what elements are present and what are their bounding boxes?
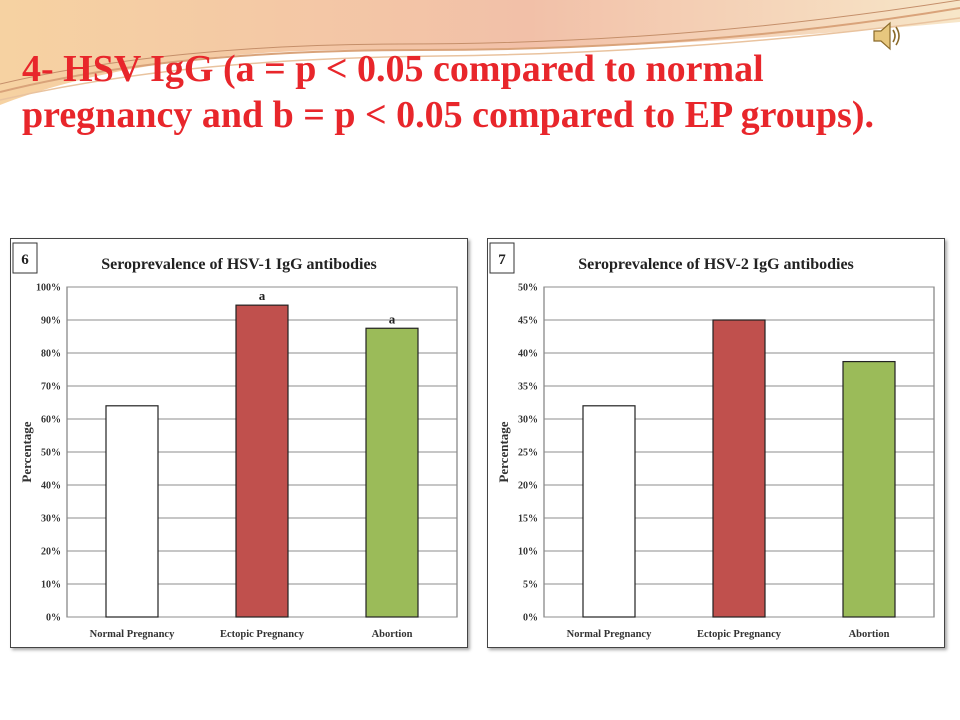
y-tick-label: 0% <box>523 613 538 624</box>
y-tick-label: 15% <box>518 514 538 525</box>
chart-panel-hsv2: 7 Seroprevalence of HSV-2 IgG antibodies 0… <box>487 238 945 648</box>
x-tick-label: Normal Pregnancy <box>90 629 175 640</box>
y-axis-label: Percentage <box>19 421 34 482</box>
y-tick-label: 30% <box>518 415 538 426</box>
bar <box>365 327 419 618</box>
y-tick-label: 40% <box>518 349 538 360</box>
x-tick-label: Abortion <box>849 629 890 640</box>
y-tick-label: 40% <box>41 481 61 492</box>
y-tick-label: 50% <box>41 448 61 459</box>
significance-annotation: a <box>259 288 266 303</box>
y-tick-label: 20% <box>41 547 61 558</box>
y-tick-label: 60% <box>41 415 61 426</box>
y-tick-label: 45% <box>518 316 538 327</box>
x-tick-label: Ectopic Pregnancy <box>220 629 305 640</box>
y-axis-label: Percentage <box>496 421 511 482</box>
significance-annotation: a <box>389 311 396 326</box>
bar <box>105 405 159 618</box>
bar <box>582 405 636 618</box>
y-tick-label: 20% <box>518 481 538 492</box>
speaker-icon[interactable] <box>870 18 904 54</box>
y-tick-label: 5% <box>523 580 538 591</box>
decorative-banner <box>0 0 960 105</box>
y-tick-label: 30% <box>41 514 61 525</box>
panel-label: 7 <box>498 252 506 268</box>
y-tick-label: 25% <box>518 448 538 459</box>
y-tick-label: 0% <box>46 613 61 624</box>
chart-title: Seroprevalence of HSV-1 IgG antibodies <box>101 256 377 273</box>
y-tick-label: 35% <box>518 382 538 393</box>
bar <box>235 304 289 618</box>
bar <box>842 360 896 618</box>
x-tick-label: Ectopic Pregnancy <box>697 629 782 640</box>
y-tick-label: 100% <box>36 283 61 294</box>
panel-label: 6 <box>21 252 29 268</box>
slide-title: 4- HSV IgG (a = p < 0.05 compared to nor… <box>22 48 874 136</box>
hsv1-chart: 6 Seroprevalence of HSV-1 IgG antibodies 0… <box>12 242 458 640</box>
y-tick-label: 80% <box>41 349 61 360</box>
y-tick-label: 50% <box>518 283 538 294</box>
y-tick-label: 10% <box>41 580 61 591</box>
chart-title: Seroprevalence of HSV-2 IgG antibodies <box>578 256 854 273</box>
y-tick-label: 10% <box>518 547 538 558</box>
bar <box>712 319 766 618</box>
panel-label-box <box>489 242 515 274</box>
panel-label-box <box>12 242 38 274</box>
x-tick-label: Normal Pregnancy <box>567 629 652 640</box>
y-tick-label: 90% <box>41 316 61 327</box>
y-tick-label: 70% <box>41 382 61 393</box>
chart-panel-hsv1: 6 Seroprevalence of HSV-1 IgG antibodies 0… <box>10 238 468 648</box>
x-tick-label: Abortion <box>372 629 413 640</box>
hsv2-chart: 7 Seroprevalence of HSV-2 IgG antibodies 0… <box>489 242 935 640</box>
